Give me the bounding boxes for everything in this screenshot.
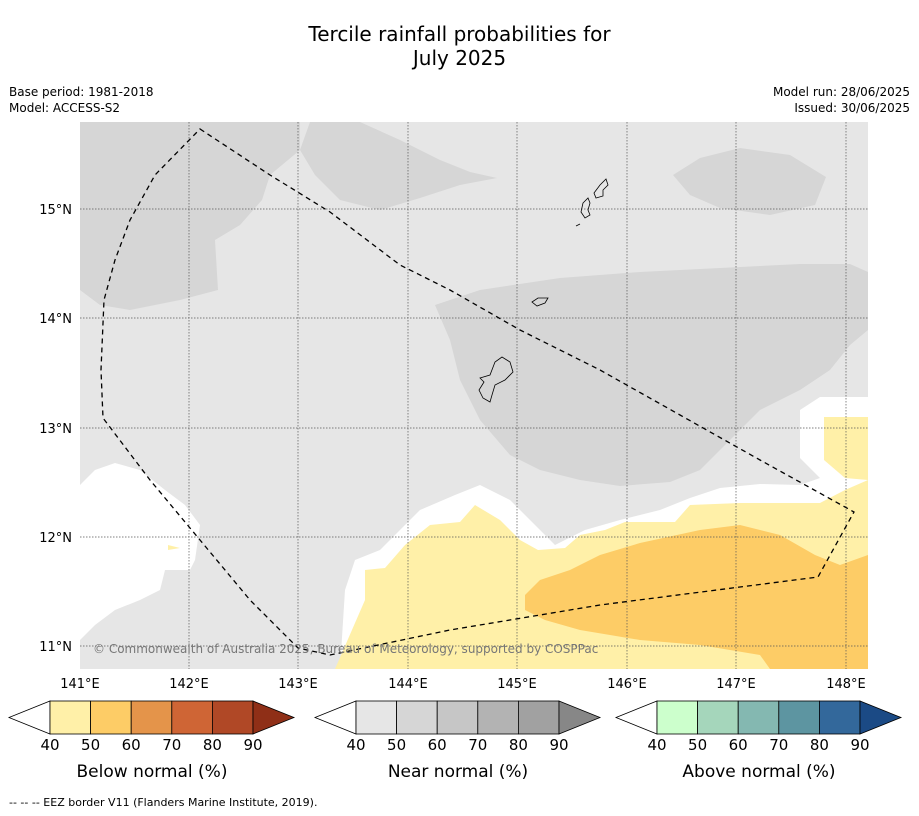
below-normal-colorbar-bin-40 — [49, 700, 91, 735]
lon-label-146e: 146°E — [607, 677, 647, 692]
lat-label-11n: 11°N — [39, 640, 72, 655]
eez-footnote: -- -- -- EEZ border V11 (Flanders Marine… — [9, 796, 318, 809]
below-normal-tick-40: 40 — [40, 736, 60, 754]
lat-label-12n: 12°N — [39, 531, 72, 546]
near-normal-label: Near normal (%) — [387, 762, 529, 782]
above-normal-colorbar-bin-70 — [778, 700, 820, 735]
below-normal-tick-60: 60 — [121, 736, 141, 754]
lon-label-145e: 145°E — [497, 677, 537, 692]
issued-date: Issued: 30/06/2025 — [794, 101, 910, 115]
title-line-2: July 2025 — [412, 46, 507, 70]
model-run: Model run: 28/06/2025 — [772, 85, 910, 99]
near-normal-colorbar-high-extend — [558, 700, 602, 735]
lon-label-147e: 147°E — [716, 677, 756, 692]
copyright-text: © Commonwealth of Australia 2025, Bureau… — [93, 642, 598, 656]
near-normal-colorbar-bin-60 — [436, 700, 479, 735]
map-fields: © Commonwealth of Australia 2025, Bureau… — [80, 122, 868, 669]
above-normal-label: Above normal (%) — [682, 762, 836, 782]
above-normal-tick-70: 70 — [769, 736, 789, 754]
aguijan-island — [575, 223, 581, 227]
near-normal-colorbar-bin-40 — [355, 700, 397, 735]
above-normal-colorbar-bin-80 — [819, 700, 861, 735]
below-normal-tick-70: 70 — [162, 736, 182, 754]
eez-border — [100, 128, 855, 656]
title-line-1: Tercile rainfall probabilities for — [308, 22, 611, 46]
map-title: Tercile rainfall probabilities for July … — [0, 22, 919, 70]
axis-labels: 15°N 14°N 13°N 12°N 11°N 141°E 142°E 143… — [39, 203, 866, 692]
above-normal-colorbar-high-extend — [859, 700, 903, 735]
below-normal-tick-90: 90 — [243, 736, 263, 754]
island-outlines — [478, 178, 609, 403]
lon-label-148e: 148°E — [826, 677, 866, 692]
white-region-west — [80, 463, 200, 640]
meta-left: Base period: 1981-2018 Model: ACCESS-S2 — [9, 84, 154, 116]
colorbars — [7, 700, 903, 735]
near-normal-tick-80: 80 — [508, 736, 528, 754]
lat-label-14n: 14°N — [39, 312, 72, 327]
near-normal-50-northeast — [673, 148, 826, 215]
lon-label-142e: 142°E — [169, 677, 209, 692]
below-normal-50-south — [525, 525, 868, 669]
near-normal-50-north — [300, 122, 497, 210]
below-normal-colorbar-bin-60 — [130, 700, 173, 735]
near-normal-colorbar-bin-50 — [396, 700, 438, 735]
below-normal-colorbar-bin-80 — [211, 700, 254, 735]
above-normal-tick-50: 50 — [688, 736, 708, 754]
above-normal-tick-60: 60 — [728, 736, 748, 754]
near-normal-50-central — [435, 264, 868, 486]
below-normal-colorbar-bin-70 — [171, 700, 213, 735]
near-normal-colorbar-low-extend — [313, 700, 357, 735]
near-normal-tick-50: 50 — [387, 736, 407, 754]
above-normal-colorbar-bin-40 — [656, 700, 698, 735]
saipan-island — [593, 178, 609, 199]
near-normal-tick-90: 90 — [549, 736, 569, 754]
below-normal-40-speck — [168, 545, 180, 550]
above-normal-colorbar-bin-50 — [697, 700, 739, 735]
meta-right: Model run: 28/06/2025 Issued: 30/06/2025 — [773, 84, 910, 116]
near-normal-colorbar-bin-80 — [518, 700, 560, 735]
graticule — [80, 122, 868, 669]
lon-label-143e: 143°E — [278, 677, 318, 692]
below-normal-tick-80: 80 — [202, 736, 222, 754]
above-normal-colorbar-bin-60 — [737, 700, 780, 735]
above-normal-tick-40: 40 — [647, 736, 667, 754]
rota-island — [531, 297, 549, 307]
model-name: Model: ACCESS-S2 — [9, 101, 121, 115]
lon-label-141e: 141°E — [60, 677, 100, 692]
above-normal-tick-90: 90 — [850, 736, 870, 754]
below-normal-colorbar-bin-50 — [90, 700, 132, 735]
below-normal-40-east — [824, 417, 868, 480]
lat-label-13n: 13°N — [39, 422, 72, 437]
lat-label-15n: 15°N — [39, 203, 72, 218]
lon-label-144e: 144°E — [388, 677, 428, 692]
below-normal-colorbar-high-extend — [252, 700, 296, 735]
tinian-island — [580, 197, 591, 219]
near-normal-50-west — [80, 122, 300, 310]
below-normal-label: Below normal (%) — [76, 762, 228, 782]
above-normal-colorbar-low-extend — [614, 700, 658, 735]
above-normal-tick-80: 80 — [809, 736, 829, 754]
near-normal-tick-60: 60 — [427, 736, 447, 754]
near-normal-colorbar-bin-70 — [477, 700, 519, 735]
below-normal-tick-50: 50 — [81, 736, 101, 754]
near-normal-tick-40: 40 — [346, 736, 366, 754]
base-period: Base period: 1981-2018 — [9, 85, 154, 99]
below-normal-colorbar-low-extend — [7, 700, 51, 735]
guam-island — [478, 356, 514, 403]
near-normal-tick-70: 70 — [468, 736, 488, 754]
